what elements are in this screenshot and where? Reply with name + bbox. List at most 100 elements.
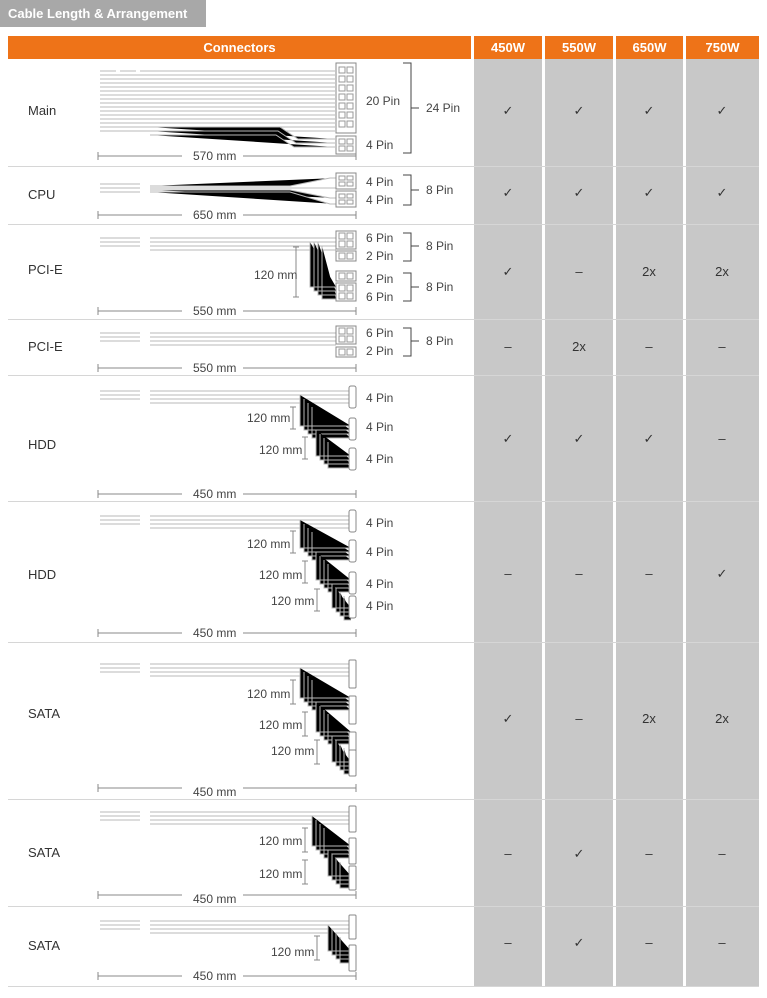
value-650w: ✓ <box>643 431 655 446</box>
pin-label: 4 Pin <box>366 420 393 434</box>
pin-label: 2 Pin <box>366 344 393 358</box>
spacing-label: 120 mm <box>259 834 302 848</box>
value-450w: – <box>504 339 512 354</box>
value-750w: ✓ <box>716 566 728 581</box>
header-750w: 750W <box>686 36 759 59</box>
group-label: 8 Pin <box>426 183 453 197</box>
value-550w: ✓ <box>573 185 585 200</box>
value-450w: ✓ <box>502 103 514 118</box>
cable-diagram: 4 Pin 4 Pin 8 Pin 650 mm <box>95 167 471 224</box>
cable-length: 550 mm <box>193 304 236 318</box>
pin-label: 4 Pin <box>366 138 393 152</box>
value-750w: 2x <box>715 711 729 726</box>
pin-label: 4 Pin <box>366 452 393 466</box>
pin-label: 6 Pin <box>366 290 393 304</box>
cable-diagram: 120 mm 120 mm 120 mm 450 mm <box>95 643 471 799</box>
value-750w: 2x <box>715 264 729 279</box>
row-label: CPU <box>28 187 56 202</box>
row-label: SATA <box>28 938 61 953</box>
group-label: 8 Pin <box>426 334 453 348</box>
value-650w: – <box>645 935 653 950</box>
pin-label: 4 Pin <box>366 175 393 189</box>
value-750w: – <box>718 846 726 861</box>
page-title: Cable Length & Arrangement <box>0 0 206 27</box>
value-550w: ✓ <box>573 846 585 861</box>
cable-length: 550 mm <box>193 361 236 375</box>
spacing-label: 120 mm <box>247 687 290 701</box>
value-650w: – <box>645 339 653 354</box>
value-750w: – <box>718 431 726 446</box>
value-750w: ✓ <box>716 185 728 200</box>
row-label: SATA <box>28 706 61 721</box>
cable-diagram: 4 Pin 4 Pin 4 Pin 120 mm 120 mm 450 mm <box>95 376 471 501</box>
cable-length: 570 mm <box>193 149 236 163</box>
value-450w: ✓ <box>502 264 514 279</box>
pin-label: 20 Pin <box>366 94 400 108</box>
value-450w: – <box>504 935 512 950</box>
cable-length: 450 mm <box>193 892 236 906</box>
row-label: Main <box>28 103 57 118</box>
spacing-label: 120 mm <box>271 594 314 608</box>
cable-length: 450 mm <box>193 626 236 640</box>
spacing-label: 120 mm <box>247 537 290 551</box>
cable-diagram: 120 mm 450 mm <box>95 907 471 986</box>
header-650w: 650W <box>616 36 683 59</box>
value-550w: ✓ <box>573 935 585 950</box>
row-label: HDD <box>28 567 57 582</box>
cable-length: 650 mm <box>193 208 236 222</box>
cable-diagram: 4 Pin 4 Pin 4 Pin 4 Pin 120 mm 120 mm 12… <box>95 502 471 642</box>
pin-label: 6 Pin <box>366 326 393 340</box>
value-450w: – <box>504 846 512 861</box>
pin-label: 6 Pin <box>366 231 393 245</box>
pin-label: 2 Pin <box>366 272 393 286</box>
pin-label: 4 Pin <box>366 391 393 405</box>
value-650w: ✓ <box>643 103 655 118</box>
group-label: 24 Pin <box>426 101 460 115</box>
cable-diagram: 20 Pin 4 Pin 24 Pin 570 mm <box>95 59 471 166</box>
value-550w: – <box>575 566 583 581</box>
pin-label: 4 Pin <box>366 193 393 207</box>
spacing-label: 120 mm <box>259 867 302 881</box>
cable-diagram: 6 Pin 2 Pin 8 Pin 550 mm <box>95 320 471 375</box>
cable-length: 450 mm <box>193 785 236 799</box>
header-450w: 450W <box>474 36 542 59</box>
spacing-label: 120 mm <box>271 744 314 758</box>
value-750w: – <box>718 339 726 354</box>
value-650w: ✓ <box>643 185 655 200</box>
pin-label: 4 Pin <box>366 577 393 591</box>
spacing-label: 120 mm <box>259 568 302 582</box>
spacing-label: 120 mm <box>247 411 290 425</box>
header-550w: 550W <box>545 36 613 59</box>
spacing-label: 120 mm <box>254 268 297 282</box>
value-750w: – <box>718 935 726 950</box>
group-label: 8 Pin <box>426 280 453 294</box>
value-450w: ✓ <box>502 185 514 200</box>
cable-length: 450 mm <box>193 969 236 983</box>
value-550w: ✓ <box>573 431 585 446</box>
value-750w: ✓ <box>716 103 728 118</box>
spacing-label: 120 mm <box>271 945 314 959</box>
cable-length: 450 mm <box>193 487 236 501</box>
pin-label: 4 Pin <box>366 599 393 613</box>
value-650w: 2x <box>642 264 656 279</box>
pin-label: 4 Pin <box>366 545 393 559</box>
value-550w: 2x <box>572 339 586 354</box>
row-label: HDD <box>28 437 57 452</box>
row-label: PCI-E <box>28 339 63 354</box>
group-label: 8 Pin <box>426 239 453 253</box>
cable-diagram: 6 Pin 2 Pin 2 Pin 6 Pin 8 Pin 8 Pin 120 … <box>95 225 471 319</box>
value-450w: ✓ <box>502 431 514 446</box>
value-550w: ✓ <box>573 103 585 118</box>
value-650w: – <box>645 846 653 861</box>
value-450w: – <box>504 566 512 581</box>
cable-diagram: 120 mm 120 mm 450 mm <box>95 800 471 906</box>
pin-label: 2 Pin <box>366 249 393 263</box>
value-550w: – <box>575 711 583 726</box>
spacing-label: 120 mm <box>259 718 302 732</box>
pin-label: 4 Pin <box>366 516 393 530</box>
row-label: SATA <box>28 845 61 860</box>
value-650w: 2x <box>642 711 656 726</box>
spacing-label: 120 mm <box>259 443 302 457</box>
value-550w: – <box>575 264 583 279</box>
row-label: PCI-E <box>28 262 63 277</box>
